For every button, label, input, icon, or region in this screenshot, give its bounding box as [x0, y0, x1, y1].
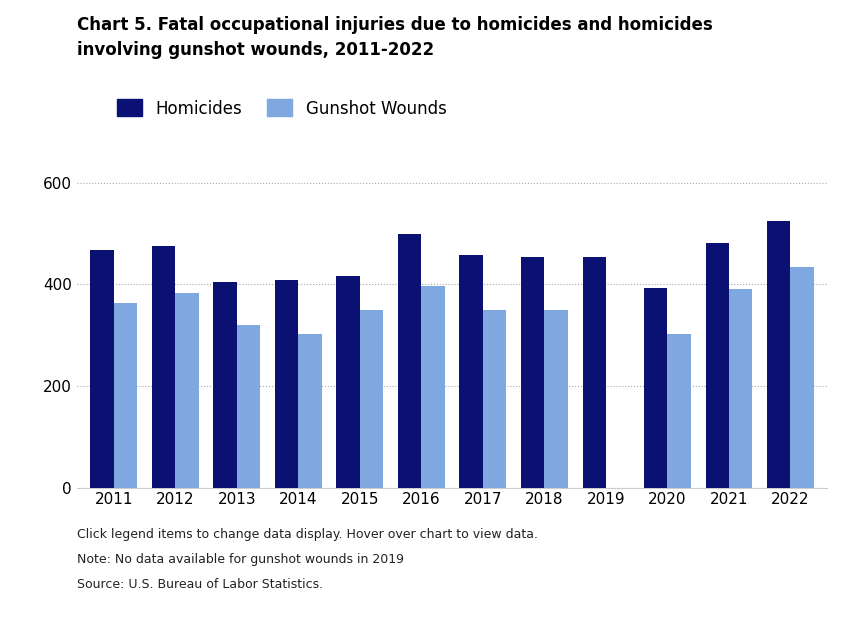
- Bar: [113, 302, 137, 488]
- Bar: [360, 310, 383, 488]
- Bar: [398, 234, 421, 488]
- Bar: [705, 243, 728, 488]
- Text: Note: No data available for gunshot wounds in 2019: Note: No data available for gunshot woun…: [77, 553, 403, 566]
- Bar: [643, 289, 666, 488]
- Text: Chart 5. Fatal occupational injuries due to homicides and homicides: Chart 5. Fatal occupational injuries due…: [77, 16, 711, 34]
- Text: involving gunshot wounds, 2011-2022: involving gunshot wounds, 2011-2022: [77, 41, 434, 59]
- Bar: [728, 289, 751, 488]
- Bar: [237, 325, 260, 488]
- Bar: [274, 280, 298, 488]
- Bar: [582, 258, 605, 488]
- Bar: [152, 246, 175, 488]
- Bar: [298, 334, 321, 488]
- Bar: [90, 250, 113, 488]
- Bar: [175, 293, 199, 488]
- Legend: Homicides, Gunshot Wounds: Homicides, Gunshot Wounds: [111, 92, 452, 124]
- Text: Click legend items to change data display. Hover over chart to view data.: Click legend items to change data displa…: [77, 528, 537, 541]
- Bar: [482, 310, 505, 488]
- Bar: [421, 286, 444, 488]
- Text: Source: U.S. Bureau of Labor Statistics.: Source: U.S. Bureau of Labor Statistics.: [77, 578, 323, 591]
- Bar: [459, 255, 482, 488]
- Bar: [766, 221, 790, 488]
- Bar: [666, 334, 690, 488]
- Bar: [544, 310, 567, 488]
- Bar: [336, 276, 360, 488]
- Bar: [213, 282, 237, 488]
- Bar: [790, 267, 813, 488]
- Bar: [521, 258, 544, 488]
